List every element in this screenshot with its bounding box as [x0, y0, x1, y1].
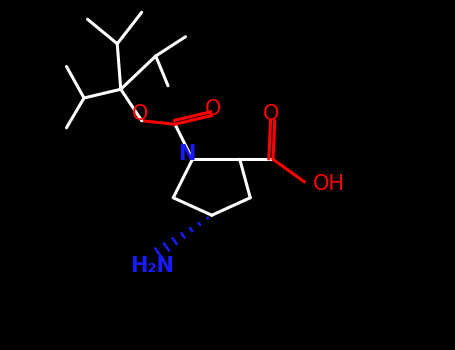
Text: OH: OH: [313, 174, 345, 194]
Text: O: O: [132, 104, 148, 125]
Text: O: O: [263, 104, 279, 125]
Text: N: N: [178, 144, 196, 164]
Text: H₂N: H₂N: [130, 256, 174, 276]
Text: O: O: [205, 99, 222, 119]
